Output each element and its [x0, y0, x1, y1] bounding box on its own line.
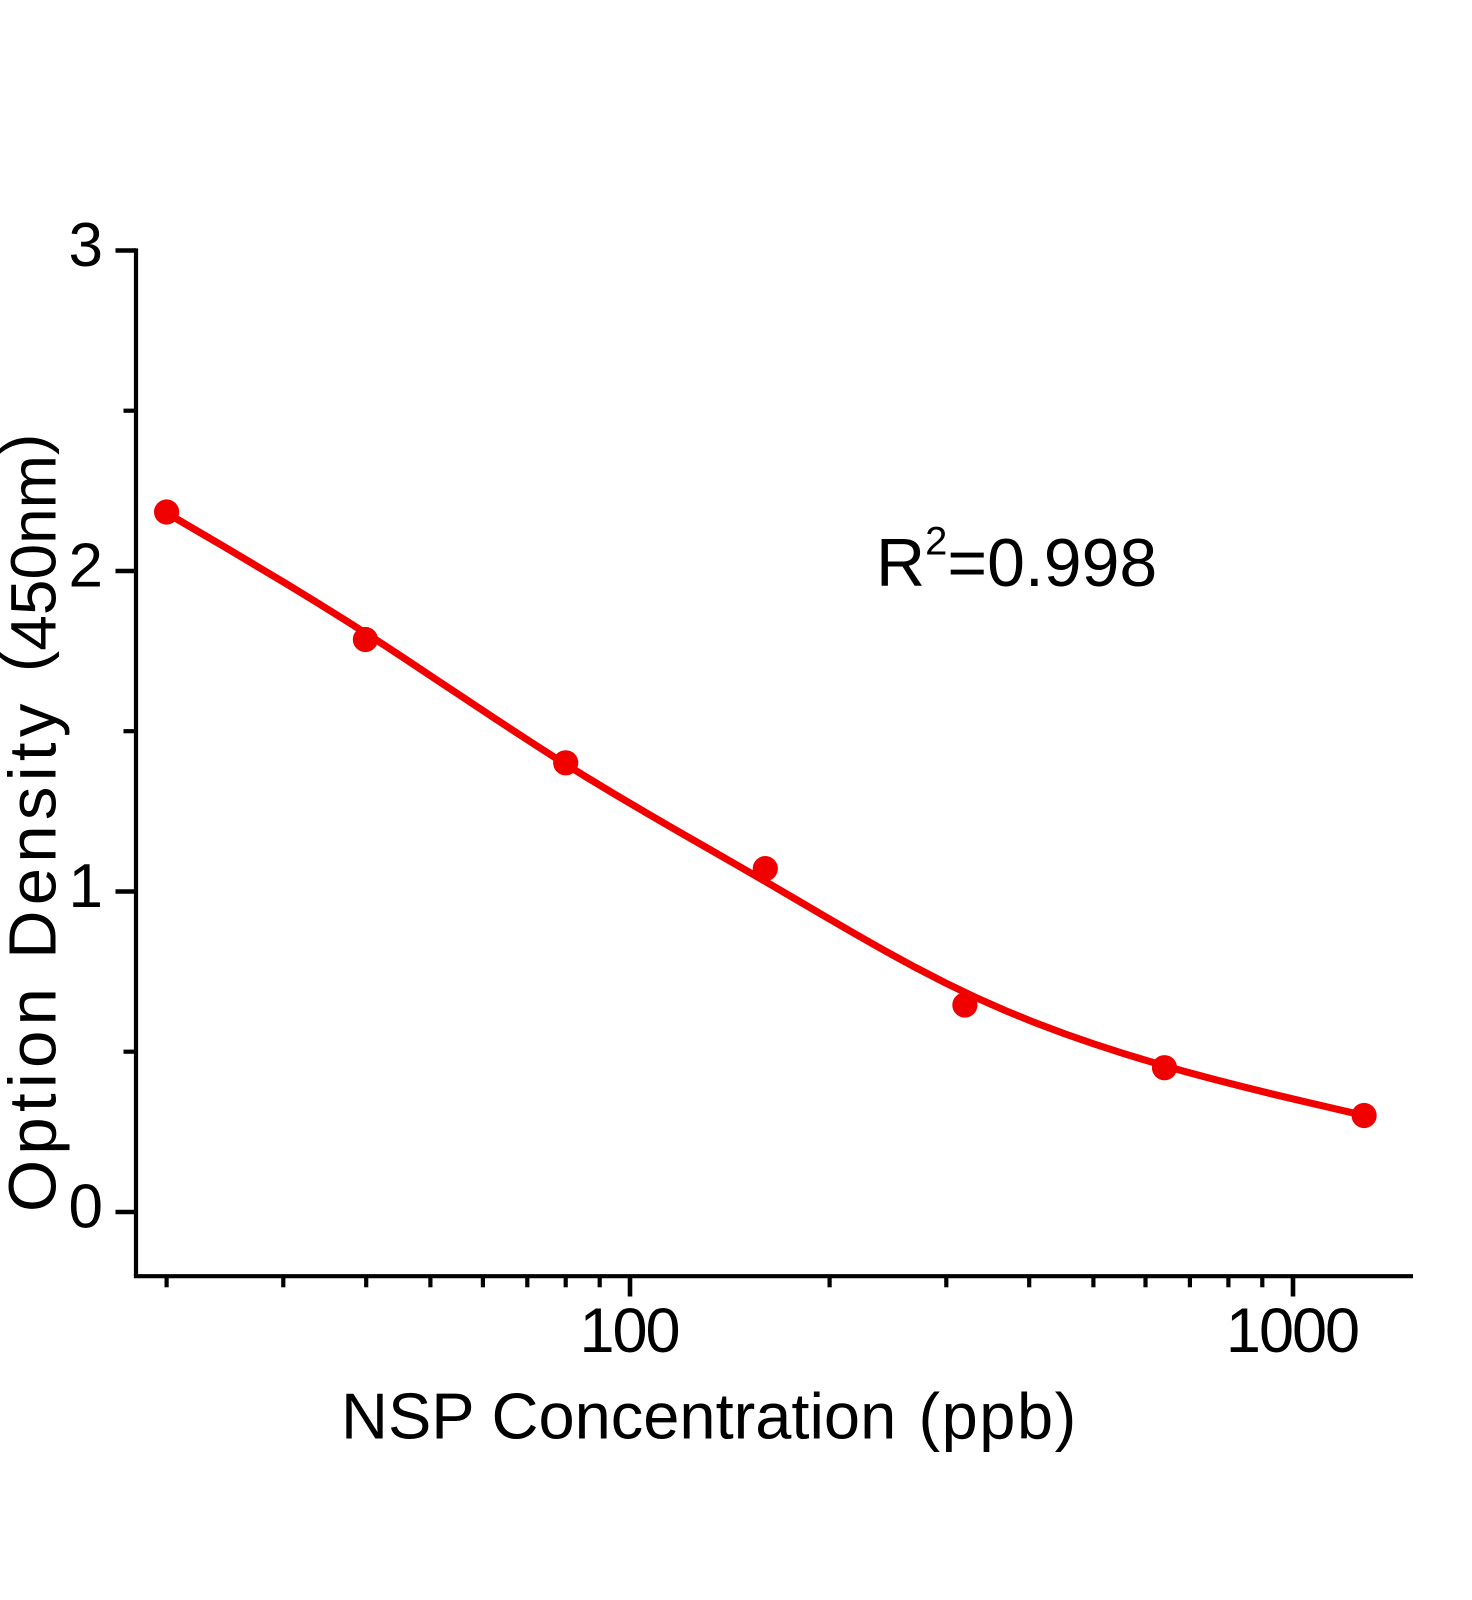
- svg-text:(ppb): (ppb): [919, 1380, 1078, 1453]
- svg-text:Option Density: Option Density: [0, 698, 71, 1212]
- svg-text:1000: 1000: [1226, 1296, 1358, 1366]
- svg-text:(450nm): (450nm): [0, 434, 70, 672]
- svg-text:2: 2: [69, 532, 103, 601]
- svg-text:3: 3: [69, 211, 103, 280]
- svg-text:0: 0: [69, 1173, 103, 1242]
- svg-text:1: 1: [69, 852, 103, 921]
- svg-text:100: 100: [579, 1296, 678, 1366]
- svg-text:NSP Concentration: NSP Concentration: [341, 1380, 896, 1453]
- svg-text:R2=0.998: R2=0.998: [876, 520, 1157, 602]
